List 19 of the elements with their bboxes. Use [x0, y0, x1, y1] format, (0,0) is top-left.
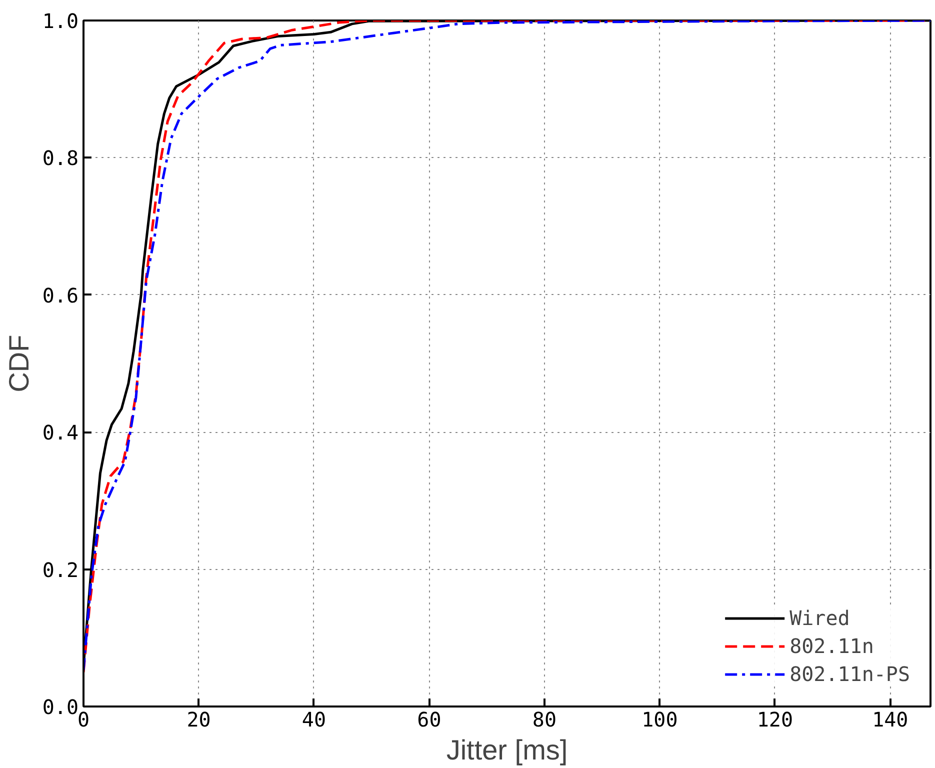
y-tick-label: 0.6 [42, 283, 78, 308]
x-tick-label: 100 [642, 708, 678, 732]
y-tick-label: 0.4 [42, 420, 78, 445]
x-tick-label: 60 [417, 708, 442, 732]
y-tick-label: 0.0 [42, 695, 78, 719]
x-tick-label: 80 [532, 708, 557, 732]
x-tick-label: 120 [756, 708, 793, 732]
legend-label: 802.11n [790, 634, 874, 658]
y-tick-label: 1.0 [42, 9, 78, 33]
y-axis-title: CDF [3, 334, 34, 392]
y-tick-label: 0.2 [42, 558, 78, 582]
x-tick-label: 140 [872, 708, 908, 732]
y-tick-label: 0.8 [42, 146, 78, 170]
x-axis-title: Jitter [ms] [446, 734, 568, 766]
x-tick-label: 0 [77, 708, 90, 732]
legend-label: Wired [790, 606, 850, 630]
x-tick-label: 40 [302, 708, 326, 732]
legend-label: 802.11n-PS [790, 662, 910, 686]
x-tick-label: 20 [186, 708, 211, 732]
